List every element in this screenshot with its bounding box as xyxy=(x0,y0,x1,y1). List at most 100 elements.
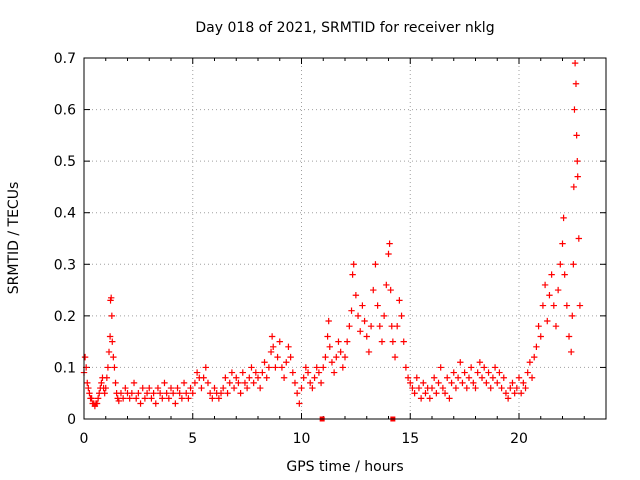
y-tick-label: 0.6 xyxy=(54,103,76,119)
data-point xyxy=(322,353,329,361)
data-point xyxy=(476,359,484,366)
y-tick-label: 0.7 xyxy=(54,51,76,67)
data-point xyxy=(487,384,494,392)
data-point xyxy=(560,214,567,222)
data-points xyxy=(80,59,584,410)
data-point xyxy=(554,286,562,294)
data-point xyxy=(571,59,579,67)
data-point xyxy=(119,395,127,402)
data-point xyxy=(180,379,188,387)
data-point xyxy=(359,302,366,309)
data-point xyxy=(491,364,499,371)
data-point xyxy=(454,374,462,381)
data-point xyxy=(98,379,105,387)
data-point xyxy=(278,364,286,371)
data-point xyxy=(135,390,142,397)
data-point xyxy=(426,395,434,402)
data-point xyxy=(343,338,351,345)
data-point xyxy=(302,364,310,371)
data-point xyxy=(198,384,205,392)
data-point xyxy=(110,353,117,361)
data-point xyxy=(298,384,305,392)
data-point xyxy=(335,338,342,345)
data-point xyxy=(130,379,138,387)
data-point xyxy=(107,294,115,302)
data-point xyxy=(388,322,395,330)
data-point xyxy=(217,390,225,397)
data-point xyxy=(289,369,296,376)
data-point xyxy=(444,374,451,381)
data-point xyxy=(528,374,536,381)
data-point xyxy=(446,395,453,402)
data-point xyxy=(270,343,277,350)
data-point xyxy=(452,384,460,392)
data-point xyxy=(86,390,93,397)
data-point xyxy=(574,157,581,165)
data-point xyxy=(191,379,199,387)
data-point xyxy=(417,395,425,402)
data-point xyxy=(524,369,531,376)
data-point xyxy=(183,390,190,397)
data-point xyxy=(315,369,323,376)
data-point xyxy=(511,390,518,397)
data-point xyxy=(565,333,573,340)
data-point xyxy=(293,390,301,397)
data-point xyxy=(494,379,501,387)
data-point xyxy=(559,240,566,247)
data-point xyxy=(474,369,481,376)
x-tick-label: 10 xyxy=(293,431,311,447)
data-point xyxy=(94,395,102,402)
data-point xyxy=(450,369,457,376)
data-point xyxy=(85,384,92,392)
data-point xyxy=(172,400,179,407)
data-point xyxy=(513,384,521,392)
data-point xyxy=(287,353,294,361)
data-point xyxy=(313,364,320,371)
data-point xyxy=(483,379,490,387)
data-point xyxy=(235,379,242,387)
data-point xyxy=(391,353,399,361)
data-point xyxy=(413,374,420,381)
chart-title: Day 018 of 2021, SRMTID for receiver nkl… xyxy=(195,20,494,36)
data-point xyxy=(378,338,386,345)
data-point xyxy=(485,369,492,376)
data-point xyxy=(174,384,181,392)
data-point xyxy=(117,390,125,397)
y-tick-label: 0.5 xyxy=(54,154,76,170)
data-point xyxy=(517,390,525,397)
data-point xyxy=(459,379,466,387)
y-tick-label: 0.2 xyxy=(54,309,76,325)
data-point xyxy=(441,390,449,397)
data-point xyxy=(396,297,403,304)
data-point xyxy=(380,312,388,320)
data-point xyxy=(152,400,159,407)
data-point xyxy=(259,369,266,376)
data-point xyxy=(520,379,527,387)
data-point xyxy=(546,292,553,299)
data-point xyxy=(370,286,377,294)
data-point xyxy=(115,397,122,405)
data-point xyxy=(96,390,103,397)
data-point xyxy=(348,307,355,314)
data-point xyxy=(398,312,405,320)
data-point xyxy=(550,302,557,309)
x-axis-label: GPS time / hours xyxy=(286,459,403,475)
data-point xyxy=(349,271,356,278)
data-point xyxy=(526,359,534,366)
data-point xyxy=(430,374,438,381)
data-point xyxy=(224,390,231,397)
data-point xyxy=(325,317,332,325)
data-point xyxy=(357,328,364,335)
data-point xyxy=(337,348,344,356)
data-point xyxy=(243,384,251,392)
data-point xyxy=(404,374,412,381)
data-point xyxy=(374,302,381,309)
data-point xyxy=(263,374,270,381)
axis-ticks: 0 0.1 0.2 0.3 0.4 0.5 0.6 0.7 0 5 10 15 20 xyxy=(54,51,607,447)
data-point xyxy=(376,322,383,330)
data-point xyxy=(386,240,393,247)
data-point xyxy=(367,322,375,330)
x-tick-label: 15 xyxy=(401,431,419,447)
data-point xyxy=(502,390,510,397)
data-point xyxy=(537,333,544,340)
